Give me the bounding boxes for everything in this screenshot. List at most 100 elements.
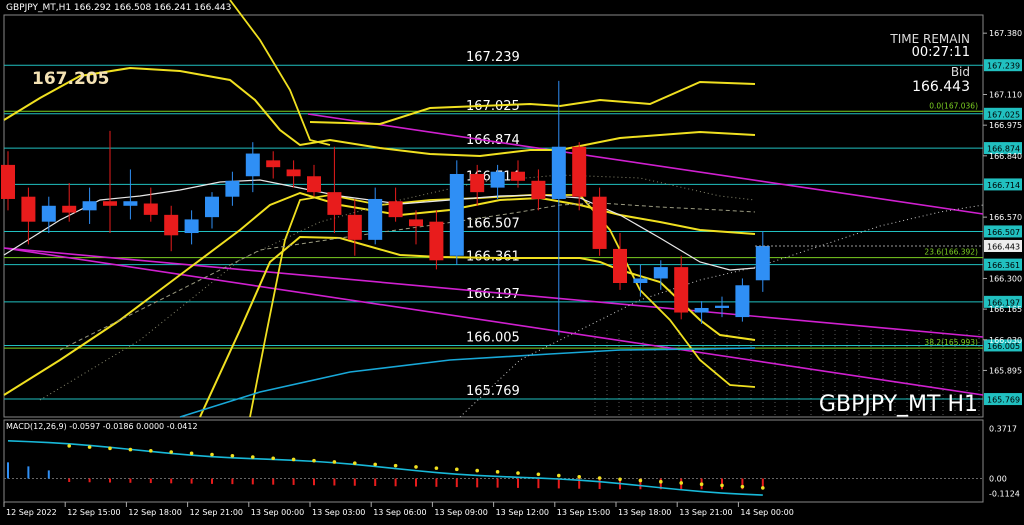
level-tag-bg xyxy=(984,258,1022,271)
fibo-label: 38.2(165.993) xyxy=(924,338,978,347)
dashed-ma xyxy=(59,202,756,351)
slow-ma xyxy=(179,347,756,418)
price-tick-label: 166.165 xyxy=(989,305,1022,314)
candle-body xyxy=(572,146,587,197)
level-tag-bg xyxy=(984,295,1022,308)
price-pane-frame xyxy=(3,14,984,418)
level-tag-bg xyxy=(984,393,1022,406)
current-price-tag-bg xyxy=(984,239,1022,252)
dotted-ma xyxy=(39,174,756,401)
bid-label: Bid xyxy=(951,65,970,79)
band-segment xyxy=(229,0,331,146)
macd-signal-dot xyxy=(577,474,581,479)
level-tag: 167.025 xyxy=(987,110,1020,119)
level-tag-bg xyxy=(984,178,1022,191)
fibo-levels: 0.0(167.036) 23.6(166.392) 38.2(165.993) xyxy=(4,101,983,349)
symbol-info: GBPJPY_MT,H1 166.292 166.508 166.241 166… xyxy=(6,3,231,13)
macd-signal-dot xyxy=(210,452,214,457)
candle-body xyxy=(21,196,36,222)
level-tag: 166.197 xyxy=(987,298,1020,307)
candle-body xyxy=(449,173,464,256)
candle-body xyxy=(225,180,240,197)
candles[interactable] xyxy=(1,80,770,336)
macd-signal-dot xyxy=(87,445,92,449)
price-tick-label: 165.895 xyxy=(989,366,1022,375)
macd-signal-dot xyxy=(761,486,765,490)
macd-signal-dot xyxy=(128,447,133,452)
candle-body xyxy=(388,201,403,218)
level-tag: 166.714 xyxy=(987,181,1020,190)
candle-body xyxy=(164,214,179,236)
candle-body xyxy=(633,278,648,283)
macd-signal-dot xyxy=(291,457,296,462)
macd-signal-dot xyxy=(67,444,71,448)
macd-signal-dot xyxy=(659,479,663,484)
candle-body xyxy=(286,169,301,177)
macd-signal-dot xyxy=(557,473,561,478)
level-tag-bg xyxy=(984,107,1022,120)
time-label: 14 Sep 00:00 xyxy=(740,508,793,517)
candle-body xyxy=(592,196,607,249)
candle-body xyxy=(327,192,342,215)
outer-band xyxy=(309,80,756,126)
candle-body xyxy=(429,221,444,261)
candle-body xyxy=(307,176,321,193)
price-axis: 167.239 167.025 166.874 166.714 166.507 166.3… xyxy=(755,29,1022,406)
level-tag: 166.874 xyxy=(987,145,1020,154)
macd-signal-dot xyxy=(169,450,173,454)
candle-body xyxy=(490,171,505,188)
candle-body xyxy=(184,219,199,234)
macd-signal-dot xyxy=(699,482,704,486)
price-tick-label: 167.380 xyxy=(989,29,1022,38)
bid-value: 166.443 xyxy=(912,79,970,95)
candle-body xyxy=(347,214,362,240)
candle-body xyxy=(694,307,709,313)
candle-body xyxy=(674,267,689,313)
macd-signal-dot xyxy=(332,460,337,464)
macd-tick-label: -0.1124 xyxy=(989,490,1020,499)
macd-signal-dot xyxy=(108,446,112,451)
time-axis: 12 Sep 2022 12 Sep 15:00 12 Sep 18:00 12 Se… xyxy=(3,502,794,517)
macd-signal-dot xyxy=(618,477,622,482)
forecast-line xyxy=(459,204,984,418)
candle-body xyxy=(653,267,668,279)
macd-signal-dot xyxy=(189,451,194,456)
price-tick-label: 166.030 xyxy=(989,336,1022,345)
candle-body xyxy=(531,180,546,199)
macd-signal-dot xyxy=(475,468,480,473)
macd-signal-dot xyxy=(516,471,520,475)
macd-signal-dot xyxy=(312,458,316,463)
price-tick-label: 166.975 xyxy=(989,121,1022,130)
time-remain-label: TIME REMAIN xyxy=(889,32,970,46)
time-label: 13 Sep 18:00 xyxy=(618,508,671,517)
channel-line xyxy=(3,247,984,396)
level-tag: 166.507 xyxy=(987,228,1020,237)
time-label: 13 Sep 09:00 xyxy=(434,508,487,517)
level-tag: 166.005 xyxy=(987,342,1020,351)
macd-signal-dot xyxy=(414,465,418,469)
macd-signal-dot xyxy=(373,462,378,467)
macd-signal-dot xyxy=(353,461,357,465)
candle-body xyxy=(82,201,97,211)
time-label: 13 Sep 15:00 xyxy=(557,508,610,517)
candle-body xyxy=(143,203,158,215)
macd-signal-dot xyxy=(720,483,724,488)
macd-tick-label: 0.00 xyxy=(989,474,1007,483)
price-tick-label: 167.110 xyxy=(989,90,1022,99)
candle-body xyxy=(205,196,219,218)
candle-body xyxy=(409,219,423,227)
macd-line xyxy=(7,440,763,496)
highlight-price: 167.205 xyxy=(32,69,109,89)
time-label: 13 Sep 03:00 xyxy=(312,508,365,517)
lower-envelope xyxy=(249,194,756,418)
macd-tick-label: 0.3717 xyxy=(989,424,1017,433)
candle-body xyxy=(1,164,15,199)
price-tick-label: 166.300 xyxy=(989,274,1022,283)
candle-body xyxy=(551,146,566,199)
time-label: 13 Sep 21:00 xyxy=(679,508,732,517)
candle-body xyxy=(41,205,56,222)
candle-body xyxy=(62,205,77,213)
macd-signal-dot xyxy=(536,472,541,477)
price-tick-label: 166.570 xyxy=(989,213,1022,222)
